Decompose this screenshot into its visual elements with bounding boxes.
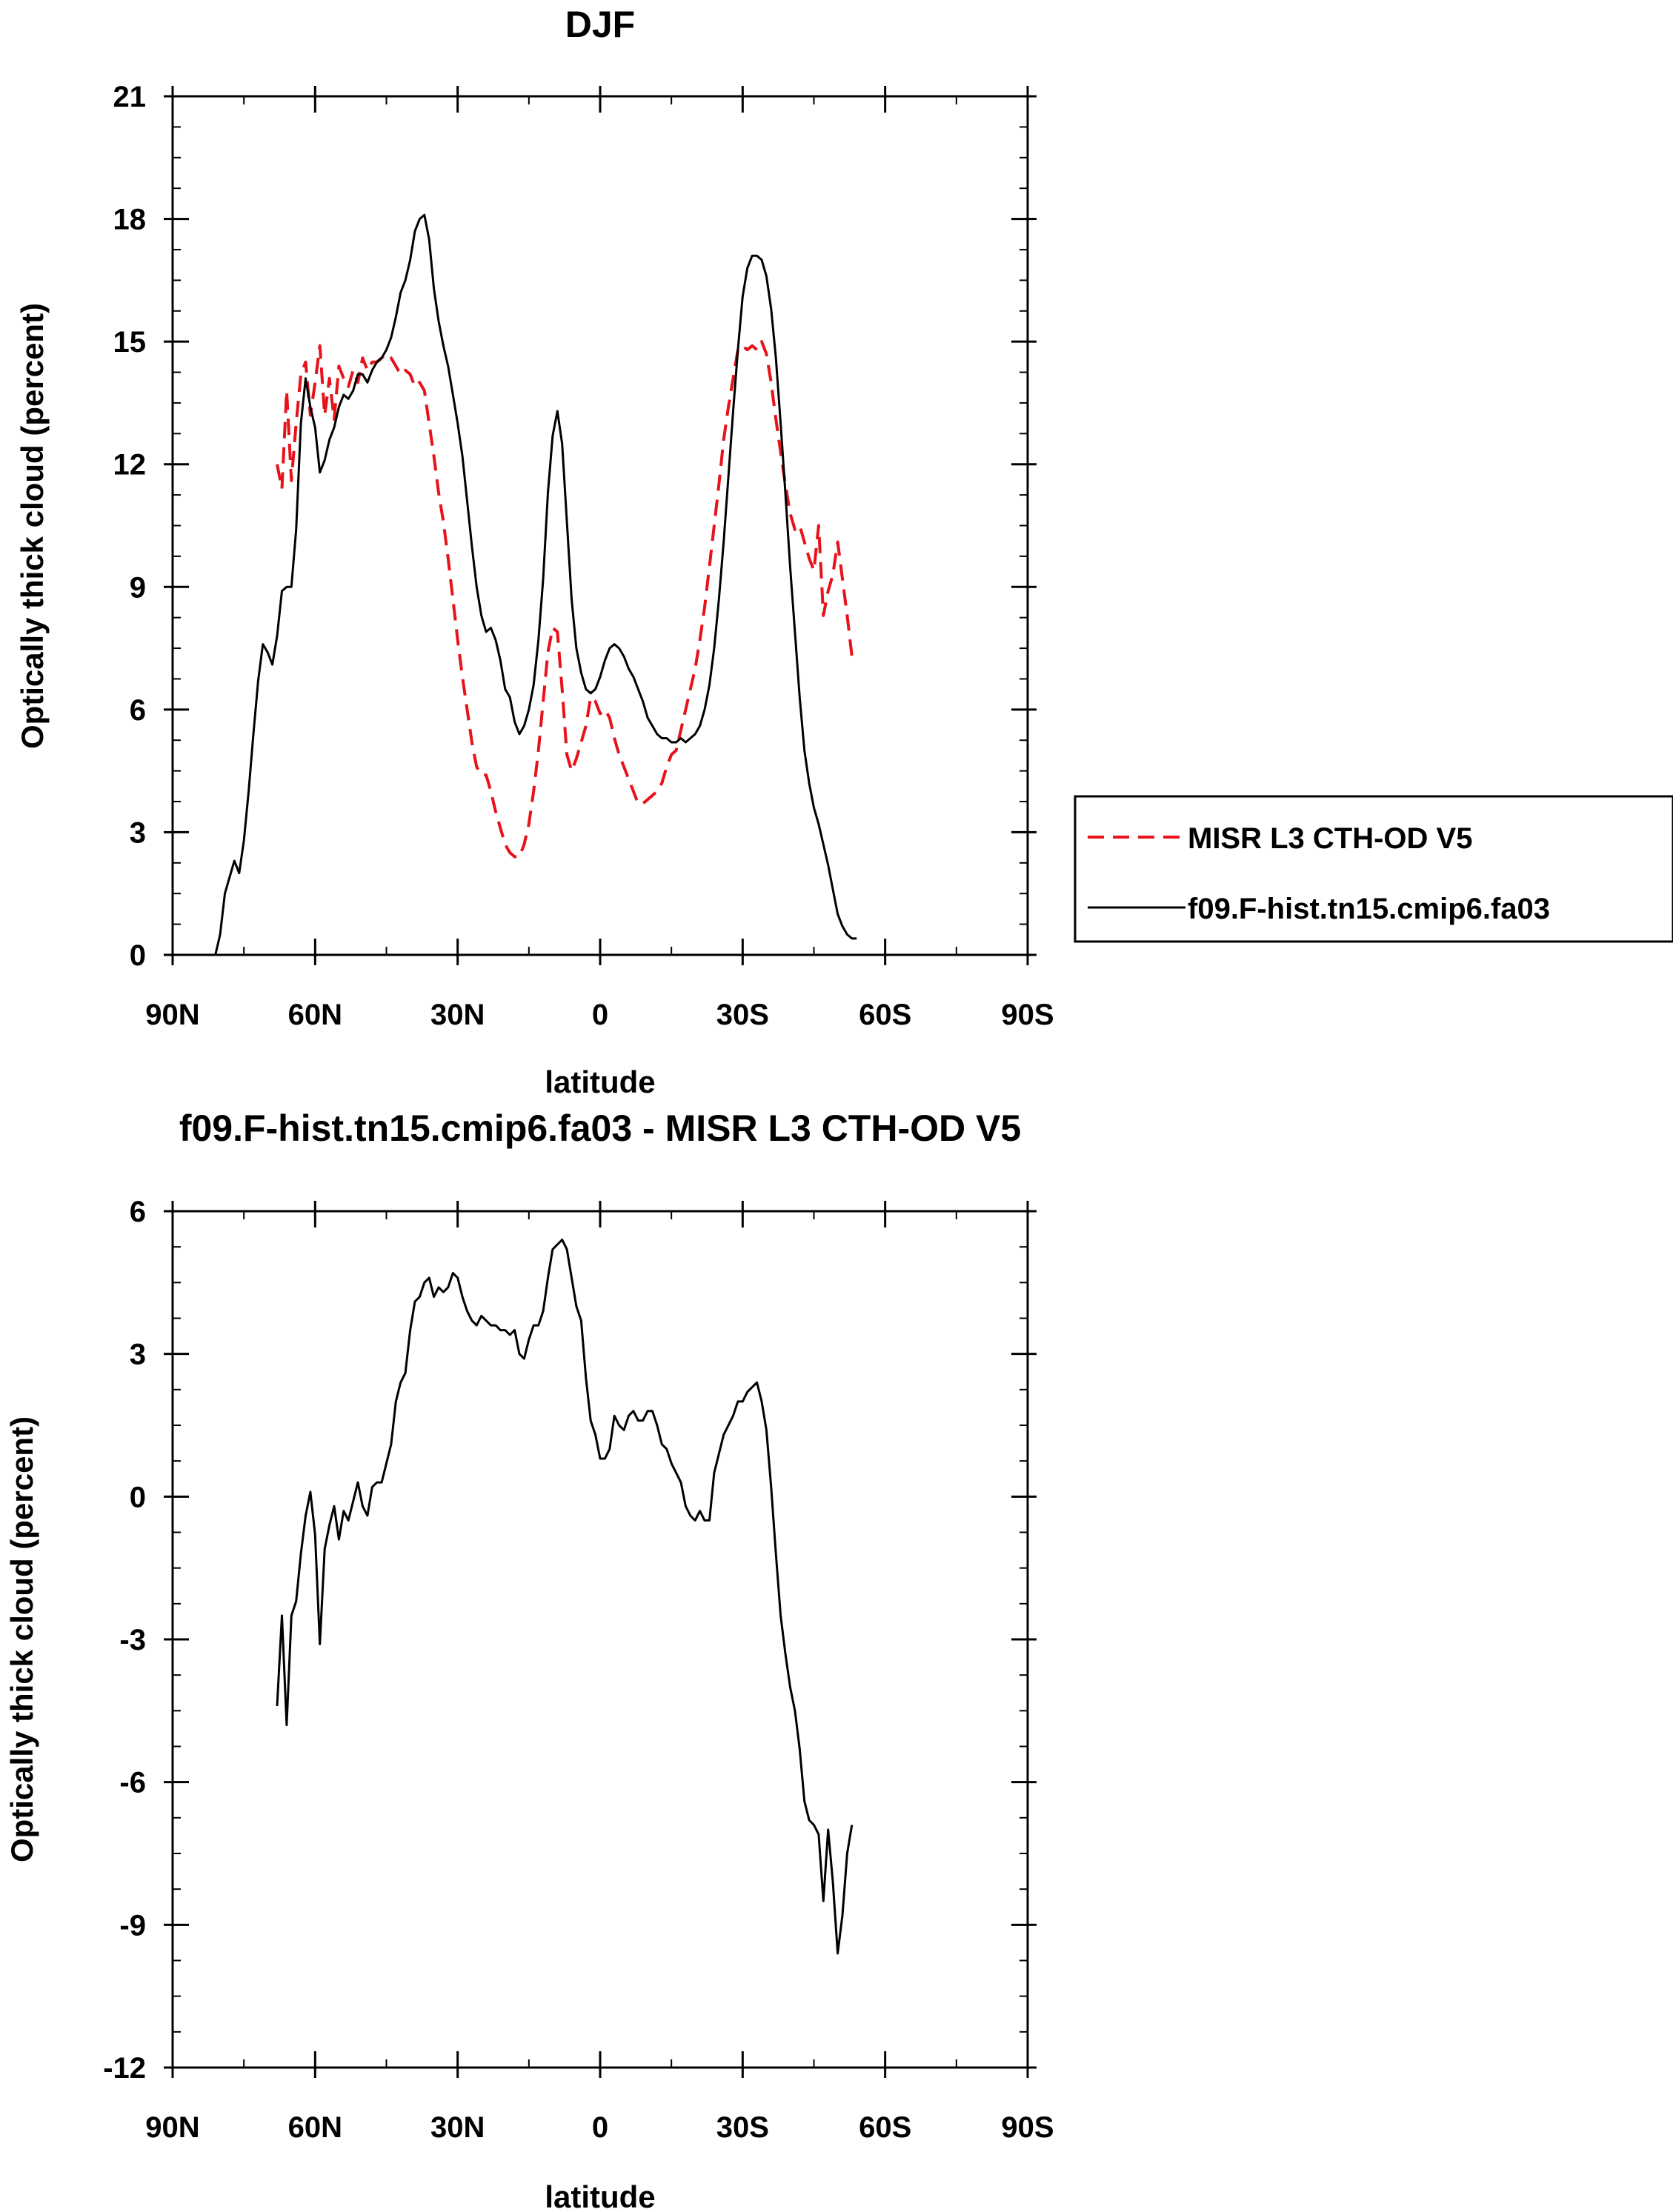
panel-top: DJF 0 3 6 9 12 15 18 21 90N 60N 30N 0 30S 60S 90S lat…: [15, 4, 1673, 1099]
y-tick-label: 3: [130, 1339, 146, 1371]
x-tick-label: 90N: [145, 999, 199, 1031]
legend: MISR L3 CTH-OD V5 f09.F-hist.tn15.cmip6.…: [1074, 795, 1673, 943]
x-tick-label: 0: [592, 999, 608, 1031]
series-line-bottom-0: [276, 1239, 854, 1955]
y-tick-label: 18: [113, 204, 147, 236]
y-tick-label: 0: [130, 1481, 146, 1513]
y-axis-label-bottom: Optically thick cloud (percent): [4, 1416, 39, 1862]
y-tick-label: -12: [103, 2052, 146, 2085]
x-tick-label: 90S: [1001, 999, 1054, 1031]
y-tick-label: 6: [130, 1196, 146, 1228]
x-axis-label-top: latitude: [545, 1065, 655, 1099]
y-tick-label: 21: [113, 81, 147, 113]
y-tick-label: 0: [130, 939, 146, 972]
series-line-top-0: [276, 340, 854, 859]
legend-label-misr: MISR L3 CTH-OD V5: [1188, 822, 1472, 855]
plot-frame-bottom: [171, 1210, 1029, 2069]
y-tick-label: -9: [119, 1909, 146, 1942]
y-tick-label: -3: [119, 1624, 146, 1656]
x-tick-label: 0: [592, 2111, 608, 2144]
y-tick-label: 15: [113, 326, 147, 359]
panel-bottom: f09.F-hist.tn15.cmip6.fa03 - MISR L3 CTH…: [4, 1107, 1054, 2212]
chart-title-top: DJF: [565, 4, 635, 45]
y-tick-label: -6: [119, 1767, 146, 1799]
x-tick-label: 30S: [716, 2111, 769, 2144]
y-tick-label: 3: [130, 816, 146, 849]
x-tick-label: 60S: [859, 999, 911, 1031]
x-tick-label: 90N: [145, 2111, 199, 2144]
x-tick-label: 60N: [288, 2111, 342, 2144]
x-tick-label: 60N: [288, 999, 342, 1031]
x-tick-label: 30N: [430, 2111, 485, 2144]
x-tick-label: 30N: [430, 999, 485, 1031]
x-tick-label: 90S: [1001, 2111, 1054, 2144]
plot-frame-top: [171, 95, 1029, 956]
series-line-top-1: [214, 213, 857, 956]
x-tick-label: 30S: [716, 999, 769, 1031]
y-tick-label: 9: [130, 571, 146, 604]
y-axis-label-top: Optically thick cloud (percent): [15, 303, 50, 749]
y-tick-label: 12: [113, 449, 147, 482]
x-axis-label-bottom: latitude: [545, 2179, 655, 2212]
legend-box: [1074, 795, 1673, 943]
chart-title-bottom: f09.F-hist.tn15.cmip6.fa03 - MISR L3 CTH…: [179, 1107, 1021, 1149]
y-tick-label: 6: [130, 694, 146, 727]
legend-label-model: f09.F-hist.tn15.cmip6.fa03: [1188, 893, 1550, 925]
x-tick-label: 60S: [859, 2111, 911, 2144]
